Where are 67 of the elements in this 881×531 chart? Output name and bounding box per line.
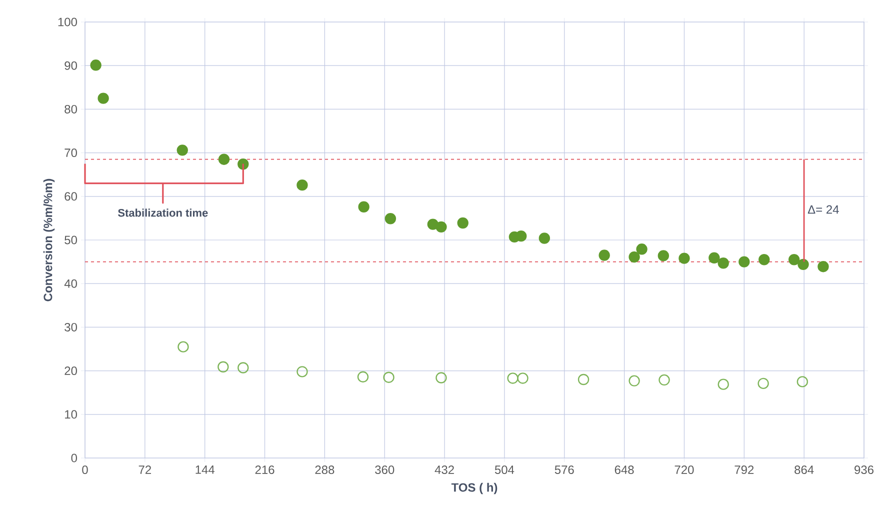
y-tick-label: 60 — [64, 192, 78, 201]
point — [517, 372, 528, 384]
point — [296, 179, 308, 191]
point — [636, 244, 648, 255]
point — [238, 362, 249, 374]
y-tick-label: 70 — [64, 148, 78, 158]
x-axis-title: TOS ( h) — [451, 482, 498, 494]
point — [457, 217, 468, 229]
point — [218, 154, 230, 165]
point — [718, 258, 729, 269]
y-tick-label: 40 — [64, 279, 78, 288]
point — [738, 256, 750, 268]
x-tick-label: 864 — [794, 466, 814, 474]
y-tick-label: 80 — [64, 104, 78, 114]
y-tick-label: 0 — [71, 454, 78, 462]
x-tick-label: 0 — [82, 466, 88, 474]
point — [658, 250, 670, 262]
point — [358, 201, 370, 212]
x-tick-label: 936 — [854, 466, 874, 474]
point — [507, 372, 518, 384]
annotation: Δ= 24 — [808, 205, 839, 214]
y-tick-label: 90 — [64, 61, 78, 70]
point — [578, 374, 590, 386]
x-tick-label: 792 — [734, 466, 754, 474]
point — [176, 144, 188, 156]
point — [758, 254, 770, 266]
point — [383, 372, 394, 383]
annotation: Stabilization time — [118, 208, 208, 217]
point — [178, 341, 189, 352]
point — [218, 361, 229, 372]
point — [658, 374, 670, 386]
x-tick-label: 720 — [674, 466, 694, 474]
x-tick-label: 216 — [255, 466, 274, 474]
x-tick-label: 288 — [315, 466, 334, 474]
x-tick-label: 360 — [375, 466, 394, 474]
point — [384, 213, 396, 224]
point — [708, 252, 720, 264]
point — [796, 376, 808, 388]
point — [718, 378, 729, 390]
y-tick-label: 50 — [64, 236, 78, 244]
point — [357, 371, 369, 383]
point — [798, 258, 809, 270]
x-tick-label: 144 — [196, 466, 214, 474]
point — [516, 230, 527, 242]
point — [296, 366, 308, 378]
point — [436, 221, 447, 233]
point — [598, 250, 610, 261]
point — [788, 254, 800, 266]
x-tick-label: 648 — [614, 466, 634, 474]
y-tick-label: 30 — [64, 322, 78, 332]
point — [628, 375, 640, 386]
point — [678, 252, 690, 264]
y-tick-label: 20 — [64, 366, 78, 376]
y-tick-label: 100 — [58, 18, 77, 26]
point — [98, 92, 109, 104]
y-tick-label: 10 — [65, 410, 78, 419]
x-tick-label: 576 — [554, 466, 574, 474]
point — [818, 260, 829, 272]
point — [90, 60, 102, 71]
y-axis-title: Conversion (%m/%m) — [43, 178, 55, 302]
point — [538, 232, 550, 244]
point — [758, 378, 769, 390]
point — [628, 251, 640, 263]
x-tick-label: 72 — [138, 466, 151, 474]
x-tick-label: 504 — [494, 466, 514, 474]
point — [436, 372, 447, 384]
x-tick-label: 432 — [434, 466, 454, 474]
